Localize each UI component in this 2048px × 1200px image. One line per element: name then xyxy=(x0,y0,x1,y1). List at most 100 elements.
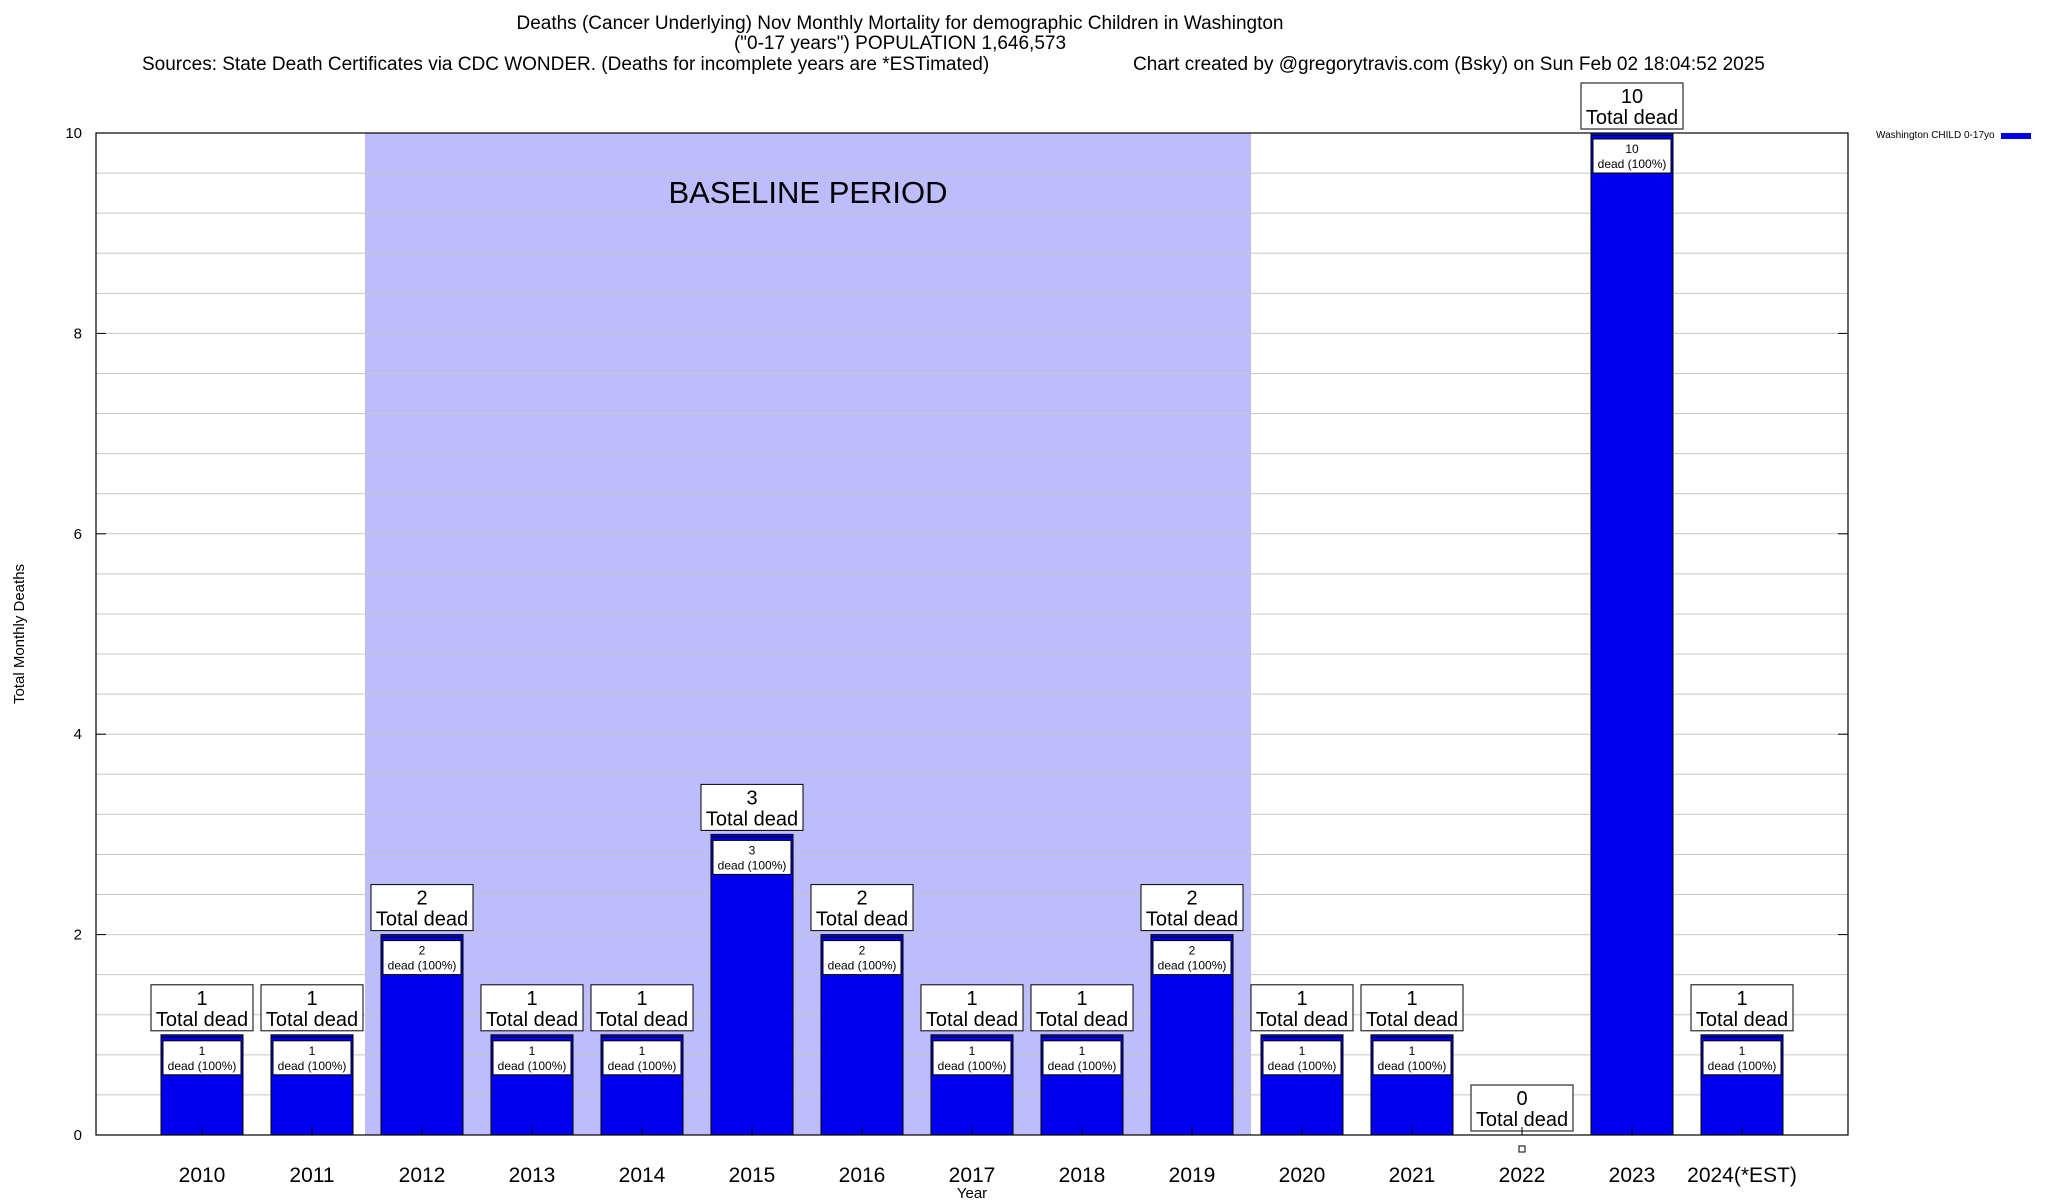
total-value-label: 1 xyxy=(1296,988,1307,1010)
total-value-label: 3 xyxy=(746,787,757,809)
inner-dead-label: dead (100%) xyxy=(168,1059,237,1073)
inner-label-box xyxy=(932,1040,1012,1076)
x-tick-label: 2023 xyxy=(1609,1164,1656,1187)
inner-dead-label: dead (100%) xyxy=(1158,959,1227,973)
inner-dead-label: dead (100%) xyxy=(1268,1059,1337,1073)
total-value-label: 1 xyxy=(1736,988,1747,1010)
inner-value-label: 3 xyxy=(749,843,756,857)
legend-swatch xyxy=(2000,132,2031,139)
inner-label-box xyxy=(1042,1040,1122,1076)
bar xyxy=(710,833,794,1136)
x-axis-label: Year xyxy=(957,1185,987,1200)
total-label-box xyxy=(1360,984,1464,1032)
total-label-box xyxy=(1690,984,1794,1032)
total-dead-label: Total dead xyxy=(266,1009,358,1031)
total-value-label: 0 xyxy=(1516,1088,1527,1110)
chart-credit: Chart created by @gregorytravis.com (Bsk… xyxy=(1133,54,1765,75)
total-dead-label: Total dead xyxy=(486,1009,578,1031)
total-value-label: 1 xyxy=(1406,988,1417,1010)
inner-value-label: 1 xyxy=(969,1044,976,1058)
total-label-box xyxy=(260,984,364,1032)
inner-label-box xyxy=(822,940,902,976)
x-tick-label: 2018 xyxy=(1059,1164,1106,1187)
total-dead-label: Total dead xyxy=(706,808,798,830)
total-dead-label: Total dead xyxy=(1696,1009,1788,1031)
total-dead-label: Total dead xyxy=(1476,1109,1568,1131)
inner-value-label: 1 xyxy=(199,1044,206,1058)
total-dead-label: Total dead xyxy=(156,1009,248,1031)
total-dead-label: Total dead xyxy=(376,909,468,931)
total-value-label: 2 xyxy=(416,888,427,910)
total-dead-label: Total dead xyxy=(596,1009,688,1031)
inner-label-box xyxy=(1592,138,1672,174)
x-tick-label: 2016 xyxy=(839,1164,886,1187)
inner-dead-label: dead (100%) xyxy=(828,959,897,973)
y-tick-label: 0 xyxy=(74,1127,82,1144)
inner-dead-label: dead (100%) xyxy=(938,1059,1007,1073)
total-value-label: 1 xyxy=(196,988,207,1010)
inner-label-box xyxy=(1702,1040,1782,1076)
total-value-label: 1 xyxy=(966,988,977,1010)
total-value-label: 2 xyxy=(1186,888,1197,910)
y-tick-label: 2 xyxy=(74,927,82,944)
inner-dead-label: dead (100%) xyxy=(498,1059,567,1073)
inner-dead-label: dead (100%) xyxy=(608,1059,677,1073)
x-tick-label: 2011 xyxy=(289,1164,334,1187)
chart-title-line2: ("0-17 years") POPULATION 1,646,573 xyxy=(733,33,1067,54)
inner-label-box xyxy=(272,1040,352,1076)
inner-value-label: 1 xyxy=(639,1044,646,1058)
total-label-box xyxy=(1030,984,1134,1032)
total-label-box xyxy=(370,884,474,932)
inner-dead-label: dead (100%) xyxy=(1708,1059,1777,1073)
bar xyxy=(1590,132,1674,1136)
x-tick-label: 2020 xyxy=(1279,1164,1326,1187)
inner-dead-label: dead (100%) xyxy=(1598,157,1667,171)
inner-label-box xyxy=(162,1040,242,1076)
total-label-box xyxy=(150,984,254,1032)
total-value-label: 1 xyxy=(1076,988,1087,1010)
total-label-box xyxy=(1140,884,1244,932)
x-tick-label: 2010 xyxy=(179,1164,226,1187)
x-tick-label: 2012 xyxy=(399,1164,446,1187)
inner-value-label: 1 xyxy=(529,1044,536,1058)
baseline-period-label: BASELINE PERIOD xyxy=(668,175,947,210)
inner-label-box xyxy=(382,940,462,976)
zero-marker xyxy=(1518,1145,1526,1153)
inner-value-label: 1 xyxy=(1409,1044,1416,1058)
total-label-box xyxy=(700,783,804,831)
total-value-label: 10 xyxy=(1621,86,1643,108)
inner-dead-label: dead (100%) xyxy=(278,1059,347,1073)
inner-dead-label: dead (100%) xyxy=(1378,1059,1447,1073)
inner-value-label: 1 xyxy=(1299,1044,1306,1058)
baseline-period-band xyxy=(365,133,1251,1135)
total-dead-label: Total dead xyxy=(1586,107,1678,129)
y-tick-label: 6 xyxy=(74,526,82,543)
total-dead-label: Total dead xyxy=(1256,1009,1348,1031)
chart-title-line1: Deaths (Cancer Underlying) Nov Monthly M… xyxy=(516,13,1284,34)
inner-dead-label: dead (100%) xyxy=(718,858,787,872)
chart-title: Deaths (Cancer Underlying) Nov Monthly M… xyxy=(0,14,1800,54)
total-label-box xyxy=(920,984,1024,1032)
inner-label-box xyxy=(1372,1040,1452,1076)
total-label-box xyxy=(480,984,584,1032)
inner-dead-label: dead (100%) xyxy=(388,959,457,973)
x-tick-label: 2013 xyxy=(509,1164,556,1187)
y-tick-label: 8 xyxy=(74,325,82,342)
total-value-label: 1 xyxy=(306,988,317,1010)
inner-label-box xyxy=(1262,1040,1342,1076)
inner-label-box xyxy=(602,1040,682,1076)
total-dead-label: Total dead xyxy=(1036,1009,1128,1031)
total-label-box xyxy=(1580,82,1684,130)
y-axis-label: Total Monthly Deaths xyxy=(11,564,28,704)
x-tick-label: 2024(*EST) xyxy=(1687,1164,1797,1187)
total-dead-label: Total dead xyxy=(816,909,908,931)
inner-label-box xyxy=(1152,940,1232,976)
total-value-label: 1 xyxy=(526,988,537,1010)
inner-value-label: 2 xyxy=(419,944,426,958)
inner-value-label: 1 xyxy=(1079,1044,1086,1058)
inner-dead-label: dead (100%) xyxy=(1048,1059,1117,1073)
inner-value-label: 1 xyxy=(309,1044,316,1058)
inner-value-label: 2 xyxy=(1189,944,1196,958)
x-tick-label: 2014 xyxy=(619,1164,666,1187)
